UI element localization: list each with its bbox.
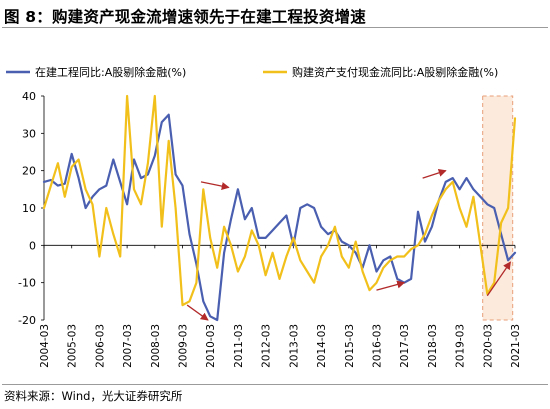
- x-tick-label: 2007-03: [122, 324, 134, 368]
- x-tick-label: 2008-03: [150, 324, 162, 368]
- legend-label-1: 在建工程同比:A股剔除金融(%): [35, 65, 186, 79]
- x-tick-label: 2016-03: [371, 324, 383, 368]
- y-tick-label: 30: [22, 127, 36, 140]
- title-divider: [2, 27, 548, 28]
- x-tick-label: 2010-03: [205, 324, 217, 368]
- y-tick-label: -20: [18, 314, 36, 327]
- annotation-arrow: [422, 169, 447, 179]
- series-line-1: [42, 113, 517, 322]
- x-tick-label: 2021-03: [510, 324, 522, 368]
- y-tick-label: 40: [22, 90, 36, 103]
- source-divider: [2, 384, 548, 385]
- x-tick-label: 2012-03: [261, 324, 273, 368]
- x-tick-label: 2019-03: [455, 324, 467, 368]
- line-chart: -20 -10 0 10 20 30 40 2004-03 2005-03 2006-03 2007…: [6, 65, 522, 368]
- x-tick-label: 2011-03: [233, 324, 245, 368]
- x-tick-label: 2020-03: [482, 324, 494, 368]
- annotation-arrow: [486, 261, 511, 297]
- legend-label-2: 购建资产支付现金流同比:A股剔除金融(%): [292, 65, 498, 79]
- annotation-arrow: [186, 304, 209, 321]
- x-tick-label: 2017-03: [399, 324, 411, 368]
- x-tick-label: 2015-03: [344, 324, 356, 368]
- x-tick-label: 2005-03: [67, 324, 79, 368]
- source-note: 资料来源：Wind，光大证券研究所: [4, 389, 183, 403]
- x-tick-label: 2018-03: [427, 324, 439, 368]
- x-tick-label: 2014-03: [316, 324, 328, 368]
- y-tick-label: -10: [18, 277, 36, 290]
- y-tick-label: 20: [22, 165, 36, 178]
- x-tick-label: 2004-03: [39, 324, 51, 368]
- x-tick-label: 2013-03: [288, 324, 300, 368]
- series-line-2: [42, 94, 517, 307]
- figure-title: 图 8：购建资产现金流增速领先于在建工程投资增速: [4, 8, 366, 26]
- y-tick-label: 0: [29, 239, 36, 252]
- x-tick-label: 2009-03: [178, 324, 190, 368]
- annotation-arrow: [376, 280, 406, 291]
- annotation-arrow: [200, 181, 230, 191]
- x-tick-label: 2006-03: [94, 324, 106, 368]
- y-tick-label: 10: [22, 202, 36, 215]
